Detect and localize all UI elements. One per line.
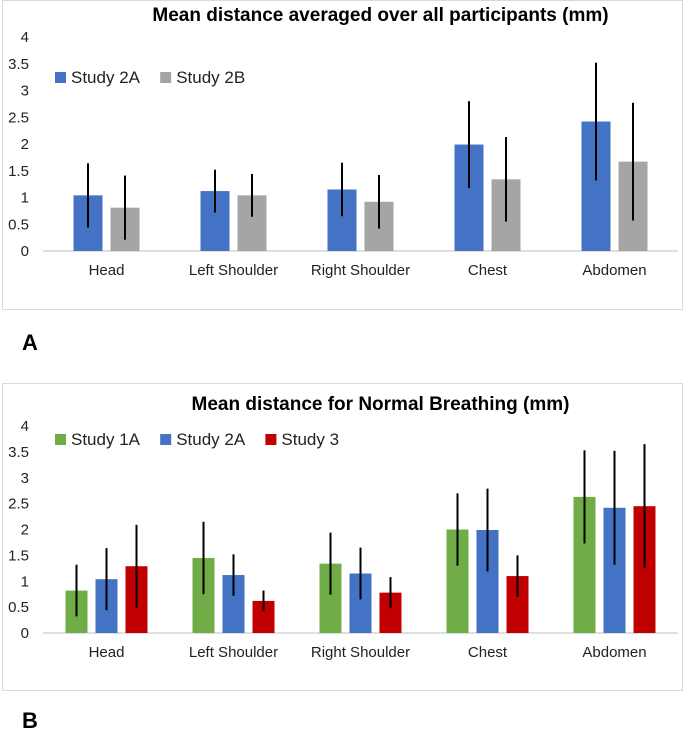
chart-b-legend-swatch <box>55 434 66 445</box>
chart-b-legend-label: Study 1A <box>71 430 141 449</box>
panel-label-a: A <box>22 330 38 355</box>
chart-a-ytick-label: 4 <box>21 29 29 46</box>
chart-b-category-label: Right Shoulder <box>311 644 410 661</box>
chart-a-ytick-label: 1.5 <box>8 163 29 180</box>
chart-a-legend-swatch <box>160 72 172 83</box>
chart-a-ytick-label: 0.5 <box>8 216 29 233</box>
chart-b-ytick-label: 0 <box>21 625 29 642</box>
chart-b-bar <box>573 496 596 633</box>
chart-b-ytick-label: 3.5 <box>8 444 29 461</box>
chart-b-legend-swatch <box>160 434 172 445</box>
chart-a-category-label: Head <box>89 262 125 279</box>
chart-b-bar <box>222 575 245 633</box>
chart-a-ytick-label: 3 <box>21 83 29 100</box>
chart-a-category-label: Right Shoulder <box>311 262 410 279</box>
chart-b-legend-swatch <box>265 434 277 445</box>
chart-b-bar <box>349 573 372 633</box>
chart-a-ytick-label: 1 <box>21 190 29 207</box>
chart-b-category-label: Chest <box>468 644 508 661</box>
chart-b-bar <box>506 576 529 633</box>
chart-b-ytick-label: 2.5 <box>8 496 29 513</box>
chart-b-legend-label: Study 2A <box>176 430 246 449</box>
chart-b-ytick-label: 3 <box>21 470 29 487</box>
chart-b-bar <box>319 563 342 633</box>
chart-b-bar <box>446 529 469 633</box>
chart-a-category-label: Chest <box>468 262 508 279</box>
chart-b-bar <box>252 600 275 633</box>
chart-b-bar <box>633 506 656 633</box>
chart-panel-a: Mean distance averaged over all particip… <box>2 0 683 310</box>
chart-b-svg: Mean distance for Normal Breathing (mm) 0… <box>8 394 678 661</box>
chart-a-legend-label: Study 2B <box>176 68 245 87</box>
chart-b-ytick-label: 1.5 <box>8 547 29 564</box>
chart-b-bar <box>603 507 626 633</box>
chart-a-svg: Mean distance averaged over all particip… <box>8 5 678 279</box>
chart-a-ytick-label: 2.5 <box>8 109 29 126</box>
panel-label-b: B <box>22 708 38 733</box>
chart-a-ytick-label: 3.5 <box>8 56 29 73</box>
chart-b-ytick-label: 4 <box>21 418 29 435</box>
chart-a-category-label: Abdomen <box>582 262 646 279</box>
chart-a-title: Mean distance averaged over all particip… <box>152 5 608 26</box>
chart-b-bar <box>379 592 402 633</box>
chart-a-legend-label: Study 2A <box>71 68 141 87</box>
chart-b-ytick-label: 2 <box>21 522 29 539</box>
chart-a-category-label: Left Shoulder <box>189 262 278 279</box>
chart-b-legend-label: Study 3 <box>281 430 339 449</box>
chart-a-ytick-label: 0 <box>21 243 29 260</box>
chart-a-legend-swatch <box>55 72 66 83</box>
chart-b-bar <box>476 530 499 633</box>
chart-b-ytick-label: 1 <box>21 573 29 590</box>
chart-a-ytick-label: 2 <box>21 136 29 153</box>
chart-b-title: Mean distance for Normal Breathing (mm) <box>192 394 570 415</box>
chart-b-category-label: Abdomen <box>582 644 646 661</box>
chart-b-ytick-label: 0.5 <box>8 599 29 616</box>
chart-b-category-label: Left Shoulder <box>189 644 278 661</box>
chart-panel-b: Mean distance for Normal Breathing (mm) 0… <box>2 383 683 691</box>
chart-b-category-label: Head <box>89 644 125 661</box>
chart-b-bar <box>192 557 215 633</box>
